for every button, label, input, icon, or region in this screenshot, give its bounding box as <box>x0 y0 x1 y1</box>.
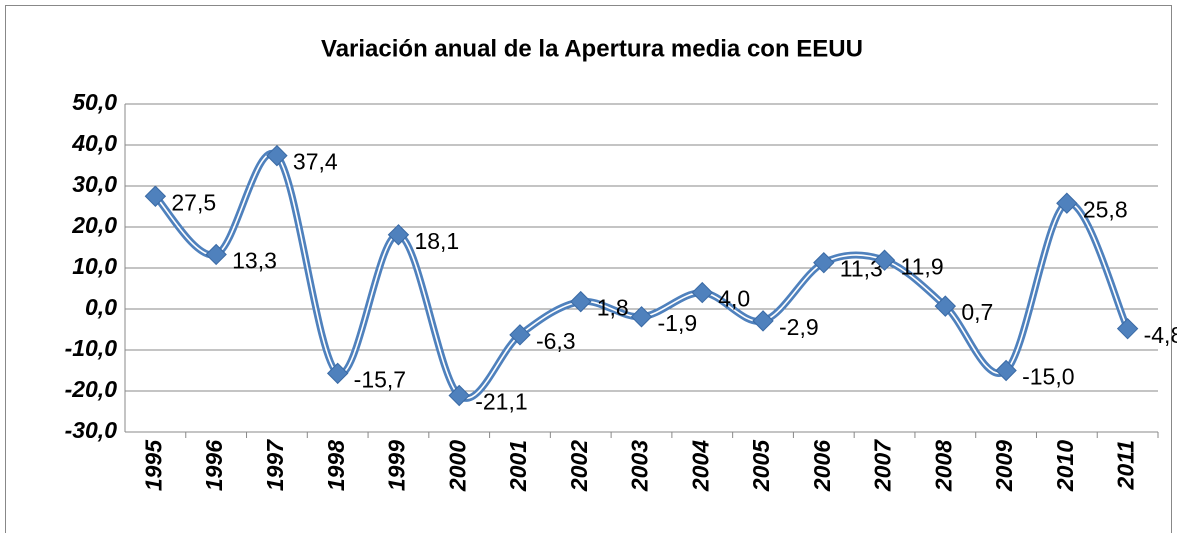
x-tick-label: 2005 <box>748 439 774 492</box>
marker <box>995 359 1017 382</box>
chart-title: Variación anual de la Apertura media con… <box>321 35 863 62</box>
data-label: 1,8 <box>597 295 629 321</box>
marker <box>630 306 653 328</box>
x-tick-label: 2009 <box>991 440 1017 492</box>
data-label: 37,4 <box>293 149 338 175</box>
marker <box>387 224 410 246</box>
data-label: -15,0 <box>1022 364 1074 390</box>
y-tick-label: -10,0 <box>65 335 118 361</box>
data-label: -15,7 <box>354 366 406 392</box>
marker <box>570 290 592 313</box>
data-label: 0,7 <box>961 299 993 325</box>
marker <box>205 243 227 266</box>
data-label: 4,0 <box>718 286 750 312</box>
y-tick-label: 40,0 <box>71 130 117 156</box>
y-tick-label: 10,0 <box>72 253 117 279</box>
data-label: 27,5 <box>171 189 216 215</box>
marker <box>448 384 470 407</box>
x-tick-label: 1997 <box>262 439 288 491</box>
marker <box>1116 317 1139 340</box>
chart-frame <box>5 5 1172 533</box>
series-line-highlight <box>154 152 1129 400</box>
y-tick-label: 20,0 <box>71 212 117 238</box>
x-tick-label: 2004 <box>687 440 713 492</box>
data-label: -2,9 <box>779 314 819 340</box>
x-tick-label: 2002 <box>566 440 592 492</box>
data-label: 11,9 <box>901 253 944 279</box>
x-tick-label: 2008 <box>930 440 956 492</box>
data-label: 25,8 <box>1083 196 1128 222</box>
marker <box>873 249 896 271</box>
marker <box>691 281 713 304</box>
data-label: -1,9 <box>658 310 698 336</box>
y-tick-label: 0,0 <box>85 294 117 320</box>
marker <box>266 144 288 167</box>
x-tick-label: 1996 <box>201 440 227 491</box>
x-tick-label: 1999 <box>384 440 410 491</box>
marker <box>1056 192 1078 214</box>
y-tick-label: 50,0 <box>72 89 117 115</box>
x-tick-label: 2001 <box>505 440 531 492</box>
data-label: 18,1 <box>414 228 459 254</box>
marker <box>144 185 167 207</box>
x-tick-label: 2003 <box>627 440 653 492</box>
data-label: -21,1 <box>475 389 527 415</box>
x-tick-label: 2010 <box>1052 440 1078 492</box>
x-tick-label: 2011 <box>1113 440 1139 490</box>
x-tick-label: 1995 <box>140 439 166 491</box>
x-tick-label: 2007 <box>870 439 896 492</box>
marker <box>752 310 774 332</box>
data-label: 13,3 <box>232 248 277 274</box>
marker <box>813 251 835 274</box>
marker <box>509 324 531 346</box>
data-label: -4,8 <box>1144 322 1177 348</box>
x-tick-label: 2000 <box>444 440 470 492</box>
y-tick-label: -20,0 <box>65 376 118 402</box>
y-tick-label: -30,0 <box>65 417 118 443</box>
data-label: -6,3 <box>536 328 576 354</box>
x-tick-label: 1998 <box>323 440 349 491</box>
x-tick-label: 2006 <box>809 440 835 492</box>
y-tick-label: 30,0 <box>72 171 117 197</box>
marker <box>934 295 957 317</box>
marker <box>326 362 349 385</box>
